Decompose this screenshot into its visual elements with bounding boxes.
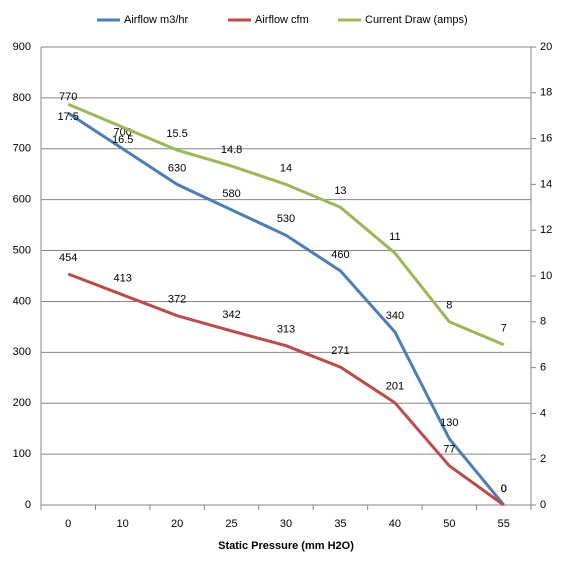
- data-label: 770: [59, 91, 77, 103]
- y-tick-label: 600: [13, 194, 31, 206]
- y2-tick-label: 2: [540, 453, 546, 465]
- data-label: 17.5: [58, 111, 79, 123]
- x-tick-label: 40: [389, 518, 401, 530]
- data-label: 11: [389, 231, 400, 243]
- data-label: 14: [280, 162, 292, 174]
- data-label: 0: [501, 483, 507, 495]
- data-label: 413: [113, 273, 131, 285]
- data-label: 454: [59, 252, 77, 264]
- x-tick-label: 0: [65, 518, 71, 530]
- data-label: 0: [501, 483, 507, 495]
- x-tick-label: 30: [280, 518, 292, 530]
- legend-label: Current Draw (amps): [365, 14, 468, 26]
- data-label: 8: [446, 300, 452, 312]
- series-line: [67, 272, 505, 507]
- x-tick-label: 55: [498, 518, 510, 530]
- y-tick-label: 800: [13, 92, 31, 104]
- y-tick-label: 500: [13, 244, 31, 256]
- data-label: 77: [443, 444, 455, 456]
- y2-tick-label: 0: [540, 499, 546, 511]
- data-label: 372: [168, 294, 186, 306]
- data-label: 580: [222, 188, 240, 200]
- data-label: 201: [386, 381, 404, 393]
- y-tick-label: 400: [13, 295, 31, 307]
- legend-label: Airflow cfm: [255, 14, 309, 26]
- legend-label: Airflow m3/hr: [124, 14, 189, 26]
- data-label: 460: [331, 249, 349, 261]
- x-tick-label: 25: [225, 518, 237, 530]
- data-label: 340: [386, 310, 404, 322]
- data-label: 271: [331, 345, 349, 357]
- y2-tick-label: 20: [540, 41, 552, 53]
- y2-tick-label: 14: [540, 178, 552, 190]
- y-tick-label: 100: [13, 448, 31, 460]
- x-tick-label: 35: [334, 518, 346, 530]
- y-tick-label: 900: [13, 41, 31, 53]
- y-tick-label: 0: [25, 499, 31, 511]
- data-label: 630: [168, 162, 186, 174]
- x-tick-label: 20: [171, 518, 183, 530]
- data-label: 130: [440, 417, 458, 429]
- y2-tick-label: 10: [540, 270, 552, 282]
- data-label: 14.8: [221, 144, 242, 156]
- data-label: 16.5: [112, 134, 133, 146]
- x-tick-label: 10: [117, 518, 129, 530]
- x-axis-title: Static Pressure (mm H2O): [218, 540, 354, 552]
- series-line: [67, 111, 505, 506]
- y2-tick-label: 8: [540, 316, 546, 328]
- y2-tick-label: 18: [540, 87, 552, 99]
- y2-tick-label: 4: [540, 407, 546, 419]
- data-label: 7: [501, 323, 507, 335]
- y2-tick-label: 6: [540, 362, 546, 374]
- y-tick-label: 300: [13, 346, 31, 358]
- y-tick-label: 200: [13, 397, 31, 409]
- series-line: [67, 102, 505, 347]
- data-label: 530: [277, 213, 295, 225]
- data-label: 15.5: [166, 128, 187, 140]
- x-tick-label: 50: [443, 518, 455, 530]
- y2-tick-label: 16: [540, 133, 552, 145]
- data-label: 342: [222, 309, 240, 321]
- data-label: 13: [334, 185, 346, 197]
- y-tick-label: 700: [13, 143, 31, 155]
- y2-tick-label: 12: [540, 224, 552, 236]
- data-label: 313: [277, 324, 295, 336]
